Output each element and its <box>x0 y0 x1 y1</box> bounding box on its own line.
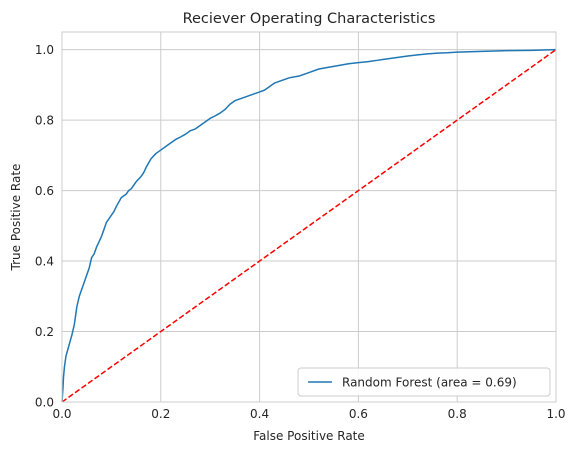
x-tick-label: 0.8 <box>448 407 467 421</box>
x-tick-label: 0.6 <box>349 407 368 421</box>
y-axis-label: True Positive Rate <box>9 164 23 272</box>
y-tick-label: 0.4 <box>35 255 54 269</box>
y-tick-label: 0.0 <box>35 396 54 410</box>
legend-box <box>297 367 551 397</box>
plot-area <box>62 32 556 402</box>
series-layer <box>61 48 557 403</box>
roc-curve-random-forest <box>61 48 557 403</box>
chance-diagonal-line <box>61 49 557 403</box>
y-tick-label: 1.0 <box>35 43 54 57</box>
x-axis-label: False Positive Rate <box>253 429 365 443</box>
plot-frame <box>61 31 557 403</box>
legend-entry-random-forest: Random Forest (area = 0.69) <box>342 376 517 390</box>
y-tick-label: 0.2 <box>35 325 54 339</box>
x-tick-label: 0.2 <box>151 407 170 421</box>
legend: Random Forest (area = 0.69) <box>297 367 551 397</box>
y-tick-label: 0.6 <box>35 184 54 198</box>
x-tick-label: 1.0 <box>546 407 565 421</box>
x-tick-label: 0.0 <box>52 407 71 421</box>
tick-labels: 0.0 0.2 0.4 0.6 0.8 1.0 0.0 0.2 0.4 0.6 0.8 1.0 <box>35 43 566 421</box>
y-tick-label: 0.8 <box>35 114 54 128</box>
chart-title: Reciever Operating Characteristics <box>183 11 436 27</box>
x-tick-label: 0.4 <box>250 407 269 421</box>
